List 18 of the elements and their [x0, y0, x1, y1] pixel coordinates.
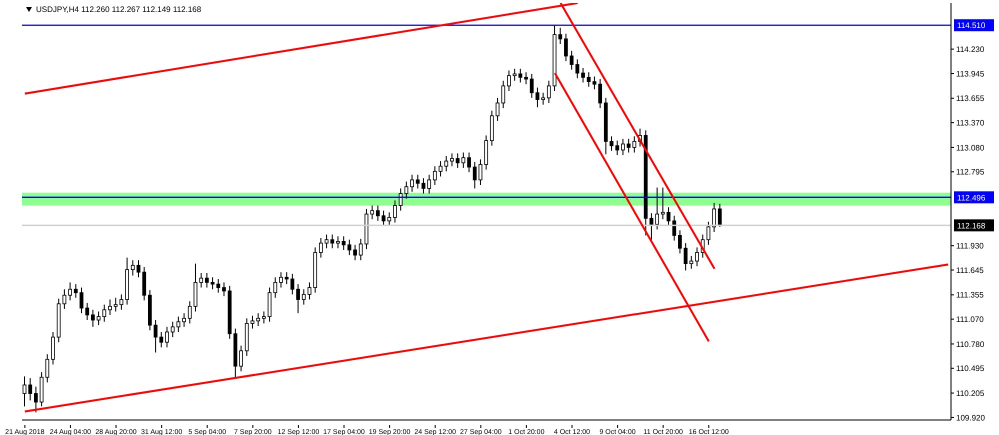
y-tick-label: 114.230	[956, 44, 985, 54]
y-tick-label: 113.370	[956, 118, 985, 128]
y-tick-label: 113.655	[956, 94, 985, 104]
ref-line-label: 112.168	[957, 221, 986, 230]
y-tick-label: 113.080	[956, 143, 985, 152]
y-tick-label: 110.205	[956, 388, 985, 398]
y-tick-label: 111.645	[956, 266, 984, 275]
y-tick-label: 113.945	[956, 69, 985, 78]
ref-line-label: 114.510	[957, 21, 986, 30]
ref-line-label: 112.496	[957, 193, 986, 202]
y-tick-label: 111.070	[956, 315, 984, 324]
y-tick-label: 112.795	[956, 168, 985, 177]
y-tick-label: 111.355	[956, 290, 984, 300]
y-tick-label: 109.920	[956, 413, 986, 422]
y-tick-label: 110.495	[956, 364, 985, 374]
y-tick-label: 111.930	[956, 242, 984, 251]
chart-title: USDJPY,H4 112.260 112.267 112.149 112.168	[36, 5, 202, 14]
y-tick-label: 110.780	[956, 340, 985, 349]
